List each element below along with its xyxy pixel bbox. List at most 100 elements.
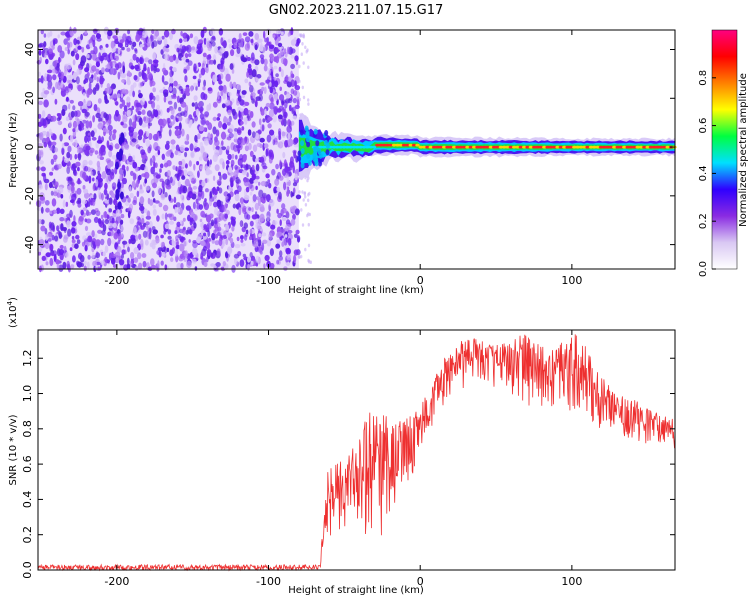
noise-speck (83, 260, 87, 266)
noise-speck (264, 108, 267, 117)
snr-series-line (37, 334, 676, 572)
noise-speck (240, 239, 244, 243)
noise-speck (112, 129, 117, 134)
noise-speck (300, 52, 303, 56)
noise-speck (155, 94, 160, 102)
noise-speck (147, 146, 152, 154)
noise-speck (217, 226, 222, 232)
noise-speck (141, 109, 146, 115)
noise-speck (240, 242, 246, 247)
noise-speck (49, 257, 54, 267)
noise-speck (163, 81, 169, 86)
noise-speck (213, 201, 218, 208)
noise-speck (179, 235, 184, 241)
noise-speck (39, 239, 45, 247)
noise-speck (95, 68, 100, 75)
signal-core-mark (628, 145, 634, 149)
noise-speck (197, 170, 200, 178)
noise-speck (260, 108, 265, 116)
noise-speck (57, 45, 63, 53)
noise-speck (306, 48, 309, 52)
noise-speck (238, 110, 241, 118)
noise-speck (72, 59, 76, 66)
noise-speck (247, 129, 252, 136)
noise-speck (126, 96, 131, 103)
noise-speck (252, 131, 256, 139)
noise-speck (180, 128, 185, 137)
noise-speck (52, 191, 59, 197)
noise-speck (231, 108, 236, 116)
noise-speck (57, 34, 60, 39)
noise-speck (182, 185, 188, 194)
noise-speck (272, 139, 276, 146)
noise-speck (59, 133, 63, 142)
noise-speck (144, 76, 148, 83)
noise-speck (112, 93, 118, 99)
noise-speck (47, 238, 52, 242)
noise-speck (153, 161, 156, 169)
noise-speck (161, 35, 165, 40)
noise-speck (138, 262, 143, 270)
noise-speck (239, 197, 245, 204)
noise-speck (174, 129, 180, 137)
noise-speck (72, 120, 78, 129)
noise-speck (178, 169, 183, 175)
noise-speck (63, 142, 70, 147)
noise-speck (286, 253, 292, 261)
noise-speck (144, 178, 148, 184)
noise-speck (193, 36, 199, 45)
noise-speck (92, 39, 96, 48)
noise-speck (191, 177, 195, 183)
noise-speck (195, 108, 199, 116)
noise-speck (260, 180, 267, 187)
noise-speck (261, 86, 265, 92)
noise-speck (62, 156, 65, 164)
noise-speck (252, 194, 257, 202)
noise-speck (193, 222, 197, 229)
noise-speck (150, 63, 154, 72)
noise-speck (251, 121, 256, 128)
noise-speck (222, 173, 228, 180)
noise-speck (178, 106, 182, 112)
noise-speck (189, 218, 193, 226)
noise-speck (199, 165, 204, 170)
noise-speck (204, 198, 207, 203)
noise-speck (290, 63, 295, 70)
noise-speck (304, 247, 307, 252)
signal-core-mark (562, 145, 567, 149)
noise-speck (307, 259, 311, 264)
noise-speck (290, 70, 293, 78)
noise-speck (175, 202, 181, 208)
noise-speck (142, 137, 146, 144)
noise-speck (155, 174, 161, 179)
noise-speck (247, 256, 251, 263)
signal-core-mark (345, 145, 350, 149)
noise-speck (138, 233, 142, 240)
noise-speck (44, 137, 50, 142)
noise-speck (164, 143, 170, 151)
signal-core-mark (375, 143, 380, 147)
signal-core-mark (518, 145, 524, 149)
noise-speck (49, 30, 53, 37)
noise-speck (278, 133, 282, 141)
signal-core-mark (405, 143, 410, 147)
noise-speck (146, 131, 150, 138)
noise-streak (119, 191, 124, 200)
noise-speck (121, 99, 126, 107)
noise-speck (120, 121, 124, 126)
noise-speck (76, 239, 81, 245)
noise-speck (152, 87, 156, 93)
signal-core-mark (495, 145, 500, 149)
noise-speck (60, 194, 64, 199)
noise-speck (222, 93, 226, 100)
noise-speck (45, 261, 49, 266)
noise-speck (82, 92, 86, 97)
noise-speck (203, 79, 207, 87)
noise-speck (163, 95, 167, 103)
noise-speck (298, 79, 301, 84)
noise-speck (290, 88, 295, 95)
noise-speck (290, 27, 294, 36)
noise-speck (279, 86, 283, 92)
noise-speck (117, 233, 122, 242)
noise-speck (223, 90, 228, 95)
